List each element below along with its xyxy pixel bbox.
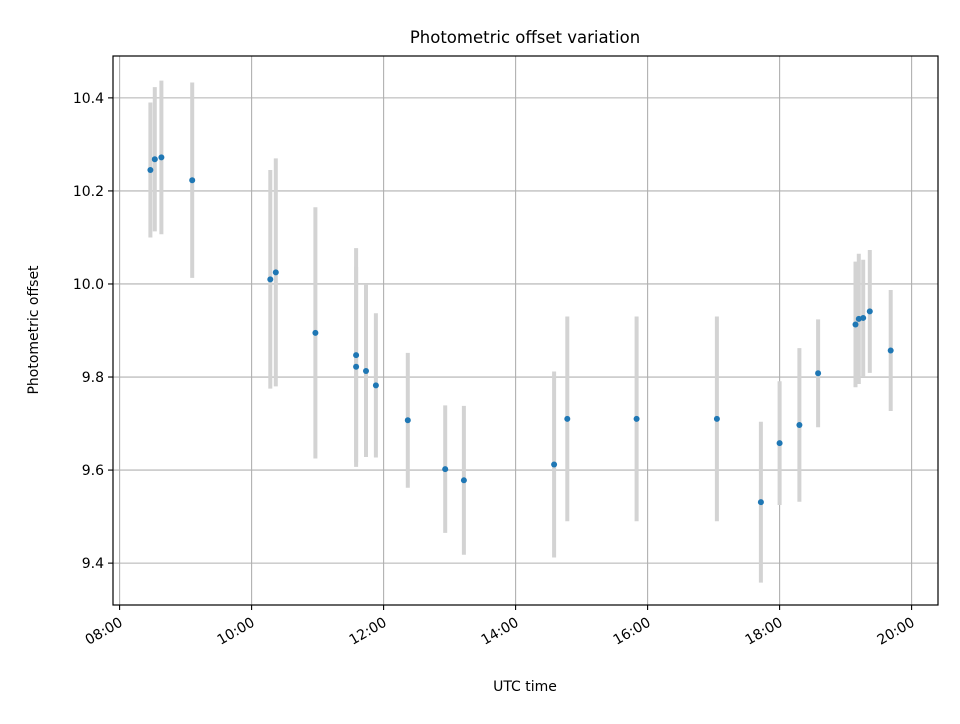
data-point: [866, 308, 873, 315]
data-point: [312, 329, 319, 336]
y-tick-label: 10.2: [73, 184, 104, 200]
data-point: [363, 367, 369, 374]
data-point: [776, 440, 783, 447]
data-point: [372, 382, 379, 389]
data-point: [353, 352, 360, 359]
data-point: [272, 269, 279, 276]
data-point: [147, 166, 154, 173]
data-point: [757, 499, 764, 506]
data-point: [633, 415, 640, 422]
data-point: [860, 314, 867, 321]
data-point: [551, 461, 558, 468]
plot-frame: [112, 55, 939, 606]
data-point: [713, 415, 720, 422]
data-point: [404, 417, 411, 424]
data-points: [147, 154, 894, 506]
y-axis-label: Photometric offset: [26, 265, 42, 395]
data-point: [796, 421, 803, 428]
data-point: [564, 415, 571, 422]
data-point: [267, 276, 274, 283]
data-point: [460, 477, 467, 484]
y-tick-label: 10.0: [73, 277, 104, 293]
chart-title: Photometric offset variation: [410, 28, 640, 47]
x-axis-label: UTC time: [493, 679, 557, 695]
data-point: [158, 154, 165, 161]
data-point: [887, 347, 894, 354]
data-point: [151, 156, 158, 163]
data-point: [189, 177, 196, 184]
y-axis-ticks: 9.4 9.6 9.8 10.0 10.2 10.4: [73, 91, 113, 572]
y-tick-label: 10.4: [73, 91, 104, 107]
y-tick-label: 9.6: [82, 463, 104, 479]
y-tick-label: 9.8: [82, 370, 104, 386]
data-point: [815, 370, 822, 377]
data-point: [353, 363, 360, 370]
data-point: [442, 466, 449, 473]
data-point: [852, 321, 859, 328]
y-tick-label: 9.4: [82, 556, 104, 572]
